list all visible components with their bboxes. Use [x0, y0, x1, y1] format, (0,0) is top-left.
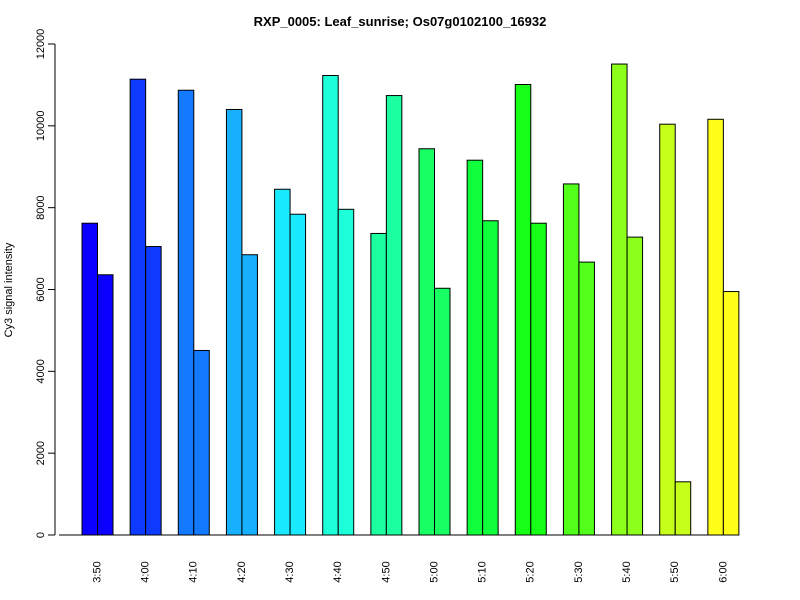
- bar-600-1: [707, 118, 724, 536]
- bar-500-2: [434, 287, 451, 536]
- bar-440-2: [337, 208, 355, 536]
- y-tick-label: 0: [35, 532, 47, 538]
- y-axis: 0 2000 4000 6000 8000 10000 12000: [35, 29, 56, 538]
- bar-430-2: [289, 213, 307, 536]
- y-tick-label: 8000: [35, 195, 47, 219]
- x-tick-label: 5:10: [477, 561, 489, 582]
- y-tick-label: 6000: [35, 277, 47, 301]
- chart-title: RXP_0005: Leaf_sunrise; Os07g0102100_169…: [253, 14, 547, 29]
- y-tick-label: 10000: [35, 111, 47, 142]
- x-tick-label: 4:30: [284, 561, 296, 582]
- x-tick-label: 4:40: [332, 561, 344, 582]
- bar-430-1: [274, 188, 291, 536]
- bar-510-1: [466, 159, 484, 536]
- bar-410-2: [193, 349, 210, 536]
- x-tick-label: 4:00: [140, 561, 152, 582]
- bar-450-2: [385, 95, 403, 536]
- x-tick-label: 6:00: [717, 561, 729, 582]
- x-axis: 3:50 4:00 4:10 4:20 4:30 4:40 4:50 5:00 5:10 5:20…: [59, 534, 733, 583]
- x-tick-label: 5:40: [621, 561, 633, 582]
- bar-350-1: [81, 222, 98, 536]
- x-tick-label: 4:50: [380, 561, 392, 582]
- bar-420-2: [241, 254, 258, 536]
- y-axis-label: Cy3 signal intensity: [3, 242, 15, 337]
- bars: [81, 63, 740, 536]
- y-tick-label: 12000: [35, 29, 47, 60]
- bar-540-1: [611, 63, 628, 536]
- bar-540-2: [626, 236, 644, 536]
- bar-440-1: [322, 75, 339, 536]
- bar-520-1: [514, 84, 532, 536]
- x-tick-label: 5:20: [525, 561, 537, 582]
- bar-400-1: [129, 78, 147, 536]
- x-tick-label: 5:30: [573, 561, 585, 582]
- bar-530-2: [578, 261, 595, 536]
- x-tick-label: 5:00: [428, 561, 440, 582]
- y-tick-label: 4000: [35, 359, 47, 383]
- bar-510-2: [482, 220, 499, 536]
- bar-400-2: [145, 246, 162, 536]
- bar-600-2: [722, 291, 740, 536]
- bar-410-1: [177, 89, 195, 536]
- bar-420-1: [225, 108, 243, 536]
- bar-450-1: [370, 232, 387, 536]
- bar-500-1: [418, 148, 435, 536]
- x-tick-label: 5:50: [669, 561, 681, 582]
- y-tick-label: 2000: [35, 441, 47, 465]
- bar-350-2: [97, 274, 114, 536]
- x-tick-label: 4:10: [188, 561, 200, 582]
- bar-520-2: [530, 222, 547, 536]
- bar-550-1: [659, 123, 676, 536]
- bar-530-1: [562, 183, 580, 536]
- x-tick-label: 3:50: [91, 561, 103, 582]
- bar-550-2: [674, 481, 692, 536]
- x-tick-label: 4:20: [236, 561, 248, 582]
